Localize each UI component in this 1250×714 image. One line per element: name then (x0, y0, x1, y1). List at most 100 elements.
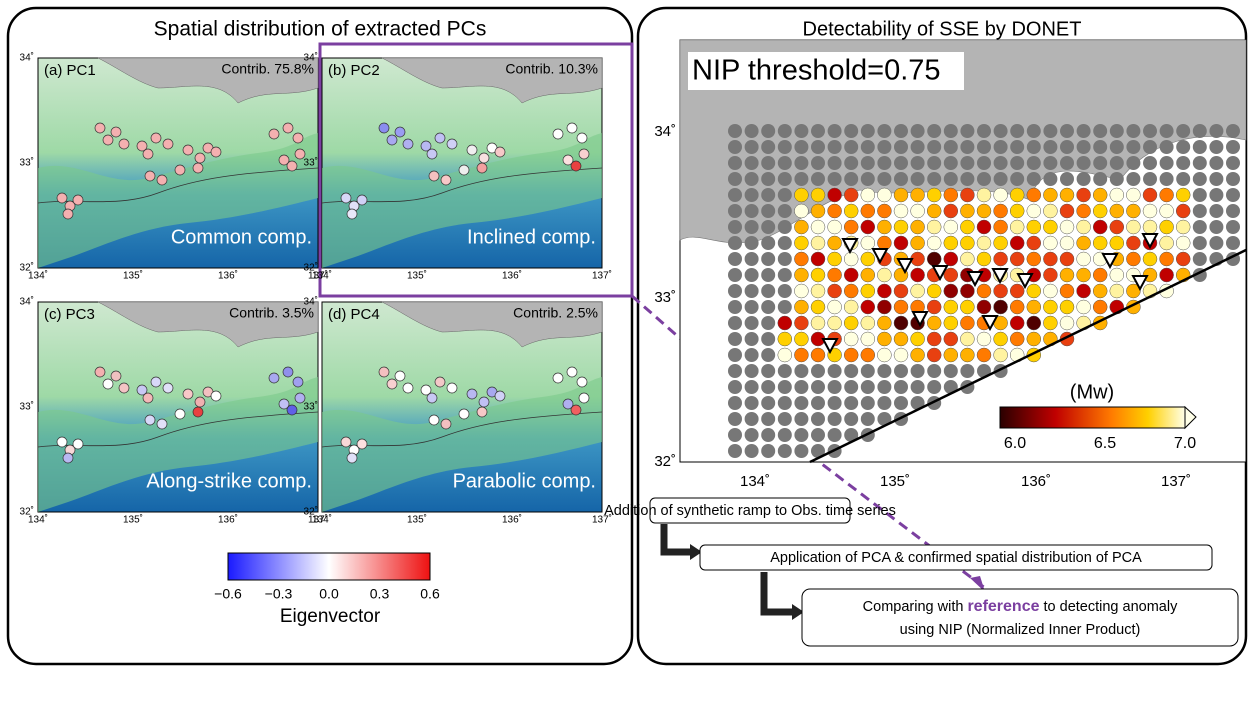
mw-tick: 6.5 (1094, 435, 1116, 452)
detect-cell (860, 156, 875, 170)
station (578, 148, 590, 160)
station (210, 146, 222, 158)
station (136, 384, 148, 396)
detect-cell (960, 172, 975, 186)
detect-cell (811, 412, 825, 426)
detect-cell (926, 299, 942, 315)
detect-cell (827, 156, 842, 170)
station (378, 122, 390, 134)
detect-cell (827, 251, 842, 267)
detect-cell (1126, 140, 1141, 154)
station (94, 366, 106, 378)
detect-cell (910, 124, 925, 138)
detect-cell (1226, 156, 1240, 170)
lon-label: 137˚ (1161, 473, 1191, 490)
detect-cell (1109, 156, 1124, 170)
detect-cell (877, 331, 892, 347)
detect-cell (1060, 140, 1074, 154)
detect-cell (810, 283, 826, 299)
detect-cell (1175, 203, 1191, 219)
lat-label: 34˚ (304, 296, 318, 308)
station (294, 392, 306, 404)
detect-cell (777, 268, 792, 282)
station (142, 148, 154, 160)
lon-label: 134˚ (28, 514, 48, 526)
station (142, 392, 154, 404)
detect-cell (943, 315, 959, 331)
detect-cell (1209, 172, 1224, 186)
detect-cell (860, 299, 876, 315)
station (356, 194, 368, 206)
detect-cell (744, 364, 759, 378)
detect-cell (794, 331, 809, 347)
detect-cell (1043, 267, 1058, 283)
detect-cell (728, 188, 742, 202)
detect-cell (993, 235, 1008, 251)
detect-cell (728, 348, 742, 362)
detect-cell (1159, 219, 1174, 235)
detect-cell (1175, 219, 1191, 235)
detect-cell (744, 428, 759, 442)
detect-cell (1009, 299, 1025, 315)
lon-label: 136˚ (502, 270, 522, 282)
station (286, 160, 298, 172)
detect-cell (777, 252, 792, 266)
detect-cell (976, 187, 992, 203)
detect-cell (860, 235, 876, 251)
station (476, 162, 488, 174)
detect-cell (1109, 187, 1125, 203)
detect-cell (1059, 251, 1075, 267)
detect-cell (943, 347, 959, 363)
detect-cell (860, 364, 875, 378)
detect-cell (794, 219, 809, 235)
detect-cell (960, 156, 975, 170)
detect-cell (1192, 220, 1207, 234)
detect-cell (843, 251, 859, 267)
detect-cell (794, 156, 809, 170)
detect-cell (1059, 203, 1075, 219)
station (562, 398, 574, 410)
donet-station (841, 238, 859, 255)
station (356, 438, 368, 450)
flow-text: Application of PCA & confirmed spatial d… (770, 550, 1142, 566)
detect-cell (877, 187, 892, 203)
station (458, 164, 470, 176)
flow-text-part: to detecting anomaly (1039, 599, 1178, 615)
detect-cell (993, 140, 1008, 154)
panel-label: (d) PC4 (328, 306, 380, 323)
lon-label: 136˚ (218, 270, 238, 282)
detect-cell (993, 156, 1008, 170)
detect-cell (1026, 156, 1041, 170)
lat-label: 33˚ (304, 401, 318, 413)
detect-cell (993, 172, 1008, 186)
detect-cell (827, 219, 842, 235)
station (428, 414, 440, 426)
detect-cell (1092, 219, 1108, 235)
detect-cell (1209, 188, 1224, 202)
detect-cell (960, 299, 975, 315)
callout-line (631, 294, 683, 342)
detect-cell (744, 268, 759, 282)
detect-cell (910, 331, 925, 347)
detect-cell (1026, 187, 1042, 203)
detect-cell (1126, 172, 1141, 186)
detect-cell (993, 203, 1008, 219)
detect-cell (993, 187, 1008, 203)
detect-cell (810, 267, 826, 283)
station (476, 406, 488, 418)
detect-cell (1109, 283, 1125, 299)
detect-cell (794, 124, 809, 138)
detect-cell (877, 219, 892, 235)
donet-station (821, 338, 839, 355)
detect-cell (1059, 187, 1075, 203)
lat-label: 33˚ (304, 157, 318, 169)
station (110, 370, 122, 382)
station (182, 388, 194, 400)
detect-cell (1142, 187, 1158, 203)
flow-arrow (660, 524, 692, 556)
lon-label: 137˚ (592, 270, 612, 282)
lat-label: 32˚ (304, 506, 318, 518)
detect-cell (827, 172, 842, 186)
detect-cell (1092, 187, 1108, 203)
detect-cell (894, 364, 908, 378)
